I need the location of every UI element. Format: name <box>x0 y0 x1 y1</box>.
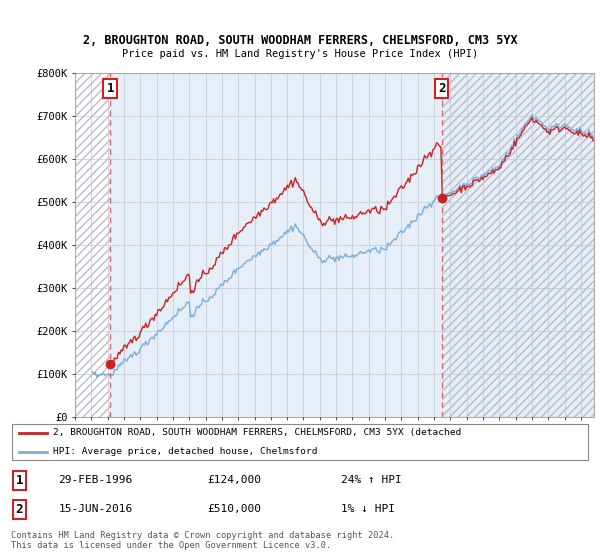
FancyBboxPatch shape <box>12 424 588 460</box>
Text: £510,000: £510,000 <box>207 505 261 515</box>
Text: 15-JUN-2016: 15-JUN-2016 <box>58 505 133 515</box>
Text: 24% ↑ HPI: 24% ↑ HPI <box>341 475 401 486</box>
Text: Contains HM Land Registry data © Crown copyright and database right 2024.
This d: Contains HM Land Registry data © Crown c… <box>11 531 394 550</box>
Text: 1: 1 <box>107 82 114 95</box>
Text: 2: 2 <box>16 503 23 516</box>
Text: HPI: Average price, detached house, Chelmsford: HPI: Average price, detached house, Chel… <box>53 447 317 456</box>
Bar <box>75 73 110 417</box>
Bar <box>442 73 594 417</box>
Text: £124,000: £124,000 <box>207 475 261 486</box>
Bar <box>75 73 110 417</box>
Text: 1: 1 <box>16 474 23 487</box>
Text: 2, BROUGHTON ROAD, SOUTH WOODHAM FERRERS, CHELMSFORD, CM3 5YX (detached: 2, BROUGHTON ROAD, SOUTH WOODHAM FERRERS… <box>53 428 461 437</box>
Text: 29-FEB-1996: 29-FEB-1996 <box>58 475 133 486</box>
Text: 1% ↓ HPI: 1% ↓ HPI <box>341 505 395 515</box>
Text: Price paid vs. HM Land Registry's House Price Index (HPI): Price paid vs. HM Land Registry's House … <box>122 49 478 59</box>
Text: 2: 2 <box>438 82 445 95</box>
Bar <box>110 73 594 417</box>
Text: 2, BROUGHTON ROAD, SOUTH WOODHAM FERRERS, CHELMSFORD, CM3 5YX: 2, BROUGHTON ROAD, SOUTH WOODHAM FERRERS… <box>83 34 517 46</box>
